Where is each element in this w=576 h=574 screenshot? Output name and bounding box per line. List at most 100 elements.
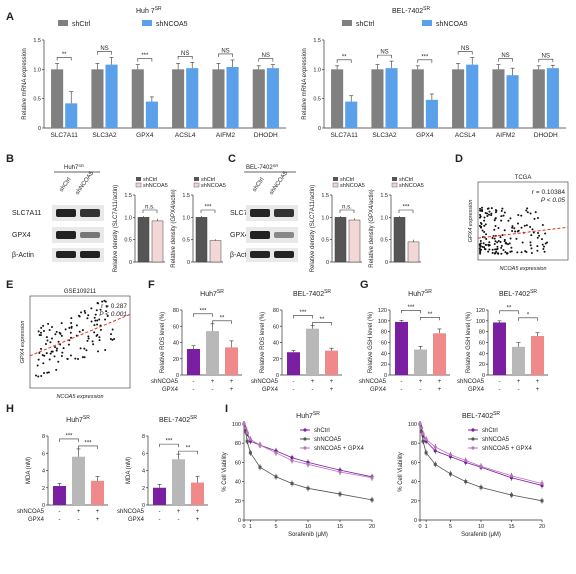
b1-y-tick-label: 0 <box>129 260 132 266</box>
a1-sig-bracket <box>218 53 233 57</box>
e-point <box>68 326 71 329</box>
a1-y-tick-label: 1.5 <box>33 38 41 44</box>
h2-sig2-bracket <box>178 450 198 455</box>
i1-marker <box>244 430 248 434</box>
i2-legend-marker <box>471 446 475 450</box>
e-point <box>96 301 99 304</box>
f2-sig2-label: ** <box>320 317 325 323</box>
e-point <box>37 330 40 333</box>
d-point <box>537 232 540 235</box>
d-point <box>517 213 520 216</box>
f2-treat-shncoa5-mark: + <box>311 379 315 385</box>
b2-y-tick-label: 1.0 <box>182 215 190 221</box>
d-point <box>530 234 533 237</box>
c1-sig-label: n.s. <box>342 204 352 210</box>
legend-swatch-shctrl <box>58 20 68 26</box>
e-point <box>77 357 80 360</box>
g2-y-tick-label: 0 <box>482 373 485 379</box>
blot-b-row-actin: β-Actin <box>12 252 34 259</box>
c2-y-label: Relative density (GPX4/actin) <box>369 189 375 267</box>
a2-bar <box>425 99 438 128</box>
blot-c-row-gpx: GPX4 <box>230 232 249 239</box>
i2-marker <box>424 451 428 455</box>
a2-x-tick-label: SLC7A11 <box>330 132 358 139</box>
f2-treat-shncoa5-label: shNCOA5 <box>251 379 279 385</box>
d-point <box>508 242 511 245</box>
d-point <box>499 236 502 239</box>
b1-y-label: Relative density (SLC7A11/actin) <box>113 185 119 273</box>
i2-legend-label: shNCOA5 <box>482 437 510 443</box>
blot-b-band-actin-kd <box>80 251 100 258</box>
a2-x-tick-label: DHODH <box>534 132 558 139</box>
g1-y-tick-label: 40 <box>381 351 387 357</box>
g1-treat-gpx4-label: GPX4 <box>370 387 387 393</box>
f1-y-tick-label: 40 <box>173 341 179 347</box>
d-point <box>493 252 496 255</box>
i1-marker <box>244 426 248 430</box>
d-point <box>516 230 519 233</box>
i1-series-line <box>243 423 373 501</box>
e-point <box>106 315 109 318</box>
e-point <box>38 351 41 354</box>
i1-x-tick-label: 5 <box>274 524 277 530</box>
i2-title: BEL-7402SR <box>462 411 500 420</box>
h1-y-tick-label: 2 <box>42 486 45 492</box>
i1-marker <box>248 451 252 455</box>
d-point <box>541 243 544 246</box>
c1-y-tick-label: 0 <box>326 260 329 266</box>
c1-legend-shncoa5: shNCOA5 <box>340 183 365 189</box>
e-point <box>64 328 67 331</box>
a2-y-label: Relative mRNA expression <box>302 48 308 119</box>
a2-bar <box>532 69 545 128</box>
chart-c-gpx-density: 0 0.5 1.0 1.5 Relative density (GPX4/actin) *… <box>369 177 424 268</box>
e-point <box>60 355 63 358</box>
h1-treat-shncoa5-mark: + <box>96 509 100 515</box>
a1-bar <box>105 64 118 128</box>
a2-x-tick-label: SLC3A2 <box>372 132 397 139</box>
g1-bar <box>395 321 408 375</box>
legend-label-shctrl: shCtrl <box>72 21 91 28</box>
d-point <box>483 231 486 234</box>
d-p-value: P < 0.05 <box>541 197 566 204</box>
d-point <box>480 209 483 212</box>
blot-c-band-slc-kd <box>274 209 294 217</box>
d-point <box>487 207 490 210</box>
g2-treat-gpx4-label: GPX4 <box>468 387 485 393</box>
e-point <box>96 350 99 353</box>
f1-y-tick-label: 80 <box>173 308 179 314</box>
d-point <box>479 221 482 224</box>
h2-treat-shncoa5-label: shNCOA5 <box>117 509 145 515</box>
panel-label-c: C <box>228 153 236 165</box>
e-point <box>93 324 96 327</box>
i2-marker <box>433 462 437 466</box>
e-point <box>105 305 108 308</box>
d-point <box>493 228 496 231</box>
d-point <box>530 251 533 254</box>
a2-bar <box>371 69 384 128</box>
e-point <box>37 358 40 361</box>
i2-y-tick-label: 0 <box>414 518 417 524</box>
e-point <box>94 319 97 322</box>
h2-sig2-label: ** <box>186 446 191 452</box>
chart-f-huh7-ros: 0 20 40 60 80 Relative ROS level (%) Huh7SR - - +… <box>151 289 242 393</box>
d-point <box>536 245 539 248</box>
blot-c-lane-ctrl: shCtrl <box>252 177 266 193</box>
a2-bar <box>546 68 559 128</box>
i2-series-line <box>419 423 543 502</box>
g2-y-label: Relative GSH level (%) <box>466 312 472 373</box>
i2-marker <box>510 493 513 497</box>
h2-treat-shncoa5-mark: - <box>159 509 161 515</box>
a1-bar <box>51 69 64 128</box>
i1-marker <box>248 437 252 441</box>
f1-sig1-label: *** <box>199 308 207 314</box>
i1-series-line <box>243 423 373 479</box>
g2-sig2-bracket <box>518 317 538 321</box>
g1-treat-gpx4-mark: + <box>438 387 442 393</box>
h1-y-tick-label: 0 <box>42 503 45 509</box>
e-point <box>79 347 82 350</box>
e-title: GSE109211 <box>64 289 97 295</box>
d-point <box>483 246 486 249</box>
e-point <box>90 307 93 310</box>
e-point <box>54 333 57 336</box>
